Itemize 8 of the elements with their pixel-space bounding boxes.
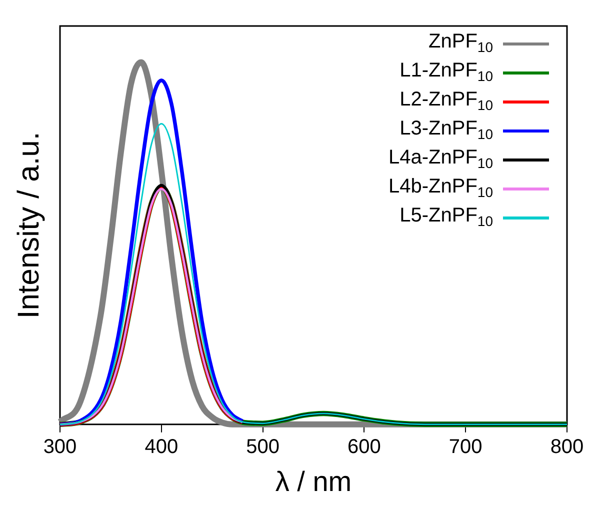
y-axis-title: Intensity / a.u.: [12, 132, 46, 319]
x-tick-label: 600: [348, 436, 381, 458]
x-tick-label: 800: [550, 436, 584, 458]
x-tick-label: 400: [144, 436, 178, 458]
x-axis-title: λ / nm: [275, 466, 352, 497]
x-tick-label: 500: [246, 436, 280, 458]
x-tick-label: 700: [448, 436, 482, 458]
x-tick-label: 300: [43, 436, 77, 458]
